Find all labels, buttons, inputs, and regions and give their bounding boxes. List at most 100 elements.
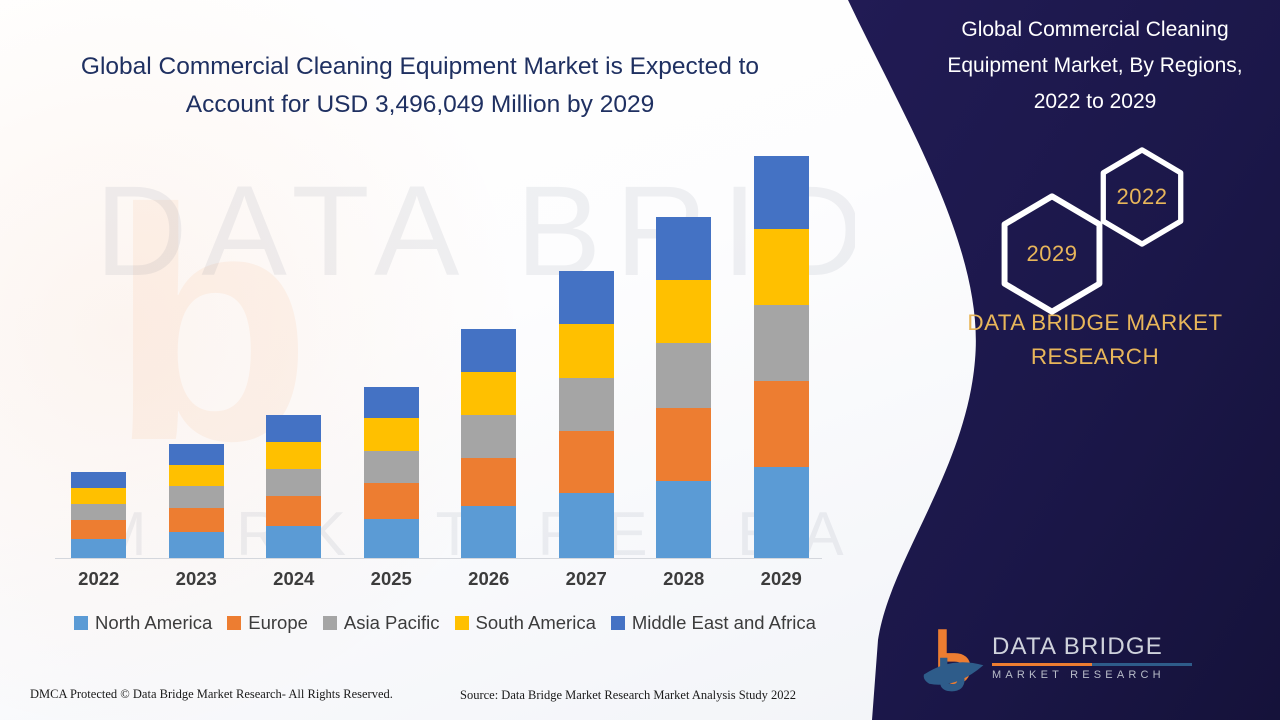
x-axis-label: 2028 xyxy=(663,568,705,589)
legend-item[interactable]: Middle East and Africa xyxy=(610,612,816,634)
chart-legend: North America Europe Asia Pacific South Ame… xyxy=(50,612,840,634)
stacked-bar-chart: 2022 2023 2024 2025 2026 2027 2028 2029 xyxy=(50,150,830,589)
stacked-bar-2027 xyxy=(558,271,614,558)
dbmr-logo-name: DATA BRIDGE xyxy=(992,633,1164,660)
hexagon-icon xyxy=(1100,147,1184,247)
bar-column xyxy=(246,415,342,558)
bar-column xyxy=(538,271,634,558)
bar-segment xyxy=(71,472,127,489)
bar-segment xyxy=(656,216,712,280)
hex-badge-2022-label: 2022 xyxy=(1116,184,1168,209)
bar-segment xyxy=(363,450,419,483)
x-axis-label: 2023 xyxy=(175,568,217,589)
bar-segment xyxy=(363,387,419,419)
x-axis-labels: 2022 2023 2024 2025 2026 2027 2028 2029 xyxy=(50,562,830,596)
stacked-bar-2023 xyxy=(168,444,224,558)
hex-badge-2029: 2029 xyxy=(998,192,1106,316)
legend-item[interactable]: Asia Pacific xyxy=(322,612,440,634)
x-axis-label: 2022 xyxy=(78,568,120,589)
stacked-bar-2022 xyxy=(71,472,127,558)
bar-segment xyxy=(558,431,614,493)
footer: DMCA Protected © Data Bridge Market Rese… xyxy=(0,683,855,720)
bar-segment xyxy=(168,464,224,487)
bar-segment xyxy=(558,377,614,432)
bar-segment xyxy=(168,444,224,465)
dbmr-logo-text: DATA BRIDGE MARKET RESEARCH xyxy=(992,633,1202,681)
stacked-bar-2024 xyxy=(266,415,322,558)
legend-label: South America xyxy=(475,612,596,633)
bar-segment xyxy=(753,156,809,230)
bar-segment xyxy=(656,279,712,344)
bar-group xyxy=(50,150,830,558)
brand-name: DATA BRIDGE MARKET RESEARCH xyxy=(967,310,1223,369)
bar-segment xyxy=(363,418,419,451)
legend-swatch-icon xyxy=(610,616,625,630)
bar-segment xyxy=(461,329,517,373)
stacked-bar-2025 xyxy=(363,387,419,558)
bar-segment xyxy=(266,468,322,496)
hex-badge-2022: 2022 xyxy=(1098,146,1186,248)
bar-segment xyxy=(753,380,809,467)
bar-segment xyxy=(753,304,809,381)
right-panel-content: Global Commercial Cleaning Equipment Mar… xyxy=(923,0,1280,720)
bar-segment xyxy=(558,323,614,378)
legend-swatch-icon xyxy=(227,616,242,630)
bar-column xyxy=(148,444,244,558)
bar-segment xyxy=(266,442,322,469)
legend-label: Europe xyxy=(248,612,308,633)
bar-segment xyxy=(558,492,614,558)
bar-segment xyxy=(461,458,517,507)
legend-swatch-icon xyxy=(74,616,89,630)
dbmr-logo-subtitle: MARKET RESEARCH xyxy=(992,668,1165,681)
bar-column xyxy=(441,329,537,558)
x-axis-label: 2024 xyxy=(273,568,315,589)
bar-segment xyxy=(266,415,322,443)
bar-segment xyxy=(71,504,127,521)
hex-badge-group: 2022 2029 xyxy=(970,146,1230,315)
bar-segment xyxy=(266,525,322,558)
hex-badge-2029-label: 2029 xyxy=(1026,241,1078,266)
dbmr-logo-mark-icon xyxy=(923,629,984,692)
bar-segment xyxy=(558,271,614,324)
stacked-bar-2029 xyxy=(753,156,809,558)
page-title: Global Commercial Cleaning Equipment Mar… xyxy=(80,53,760,118)
chart-title: Global Commercial Cleaning Equipment Mar… xyxy=(947,18,1243,113)
bar-segment xyxy=(266,495,322,526)
bar-segment xyxy=(461,415,517,459)
legend-item[interactable]: North America xyxy=(74,612,212,634)
chart-plot-area xyxy=(50,150,830,559)
bar-segment xyxy=(363,482,419,520)
x-axis-label: 2026 xyxy=(468,568,510,589)
bar-segment xyxy=(71,538,127,558)
bar-segment xyxy=(71,520,127,539)
bar-segment xyxy=(656,343,712,408)
bar-segment xyxy=(168,532,224,558)
bar-segment xyxy=(363,519,419,558)
x-axis-label: 2027 xyxy=(565,568,607,589)
bar-segment xyxy=(168,486,224,508)
stacked-bar-2026 xyxy=(461,329,517,558)
x-axis-label: 2025 xyxy=(370,568,412,589)
stacked-bar-2028 xyxy=(656,216,712,558)
dbmr-logo-rule xyxy=(992,663,1192,666)
bar-column xyxy=(733,156,829,558)
legend-item[interactable]: Europe xyxy=(227,612,308,634)
legend-swatch-icon xyxy=(454,616,469,630)
bar-column xyxy=(343,387,439,558)
legend-item[interactable]: South America xyxy=(454,612,596,634)
bar-segment xyxy=(753,466,809,558)
footer-dmca-notice: DMCA Protected © Data Bridge Market Rese… xyxy=(30,687,393,701)
bar-segment xyxy=(656,407,712,481)
dbmr-logo: DATA BRIDGE MARKET RESEARCH xyxy=(900,625,1230,697)
x-axis-line xyxy=(55,558,822,559)
hexagon-icon xyxy=(1001,193,1103,315)
bar-segment xyxy=(461,372,517,416)
legend-label: Middle East and Africa xyxy=(631,612,816,633)
x-axis-label: 2029 xyxy=(760,568,802,589)
bar-segment xyxy=(461,506,517,558)
bar-segment xyxy=(656,480,712,558)
legend-swatch-icon xyxy=(322,616,337,630)
legend-label: Asia Pacific xyxy=(343,612,440,633)
bar-segment xyxy=(71,488,127,505)
legend-label: North America xyxy=(95,612,213,633)
